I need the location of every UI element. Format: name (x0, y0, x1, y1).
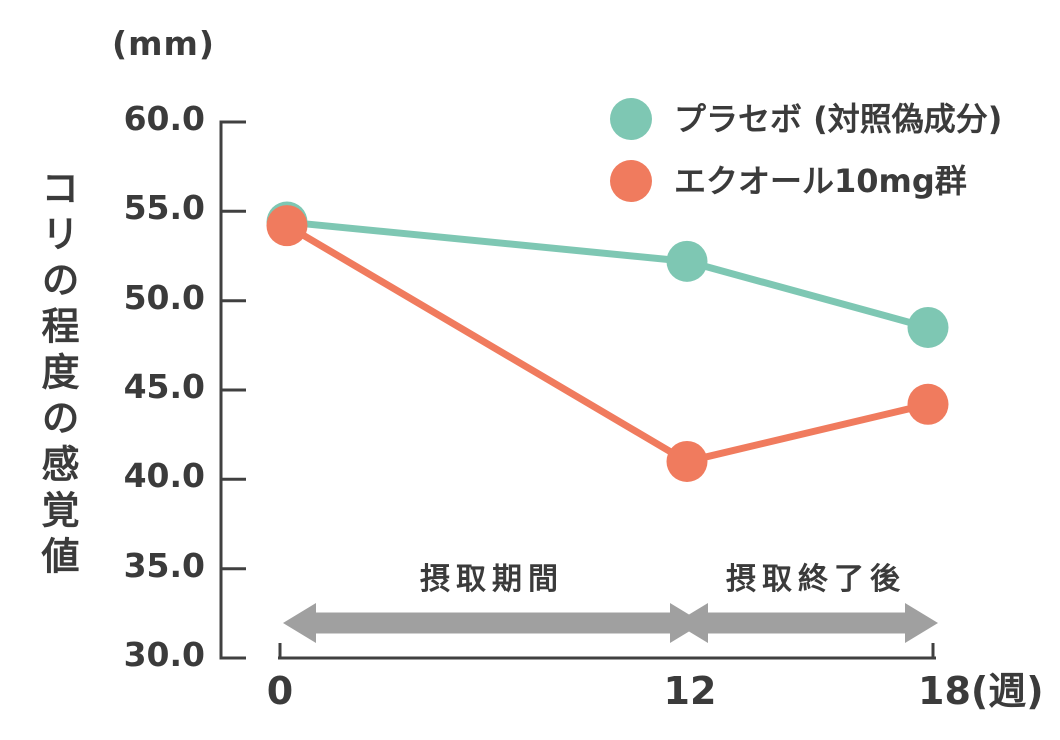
x-axis-ticks (278, 643, 935, 658)
y-tick-label-35: 35.0 (123, 546, 205, 585)
intake-period-label: 摂取期間 (420, 562, 564, 597)
after-intake-label: 摂取終了後 (726, 562, 906, 597)
legend-swatch-placebo (610, 98, 652, 140)
legend-swatch-equol (610, 160, 652, 202)
series-line-1 (285, 222, 929, 466)
y-tick-label-45: 45.0 (123, 367, 205, 406)
x-tick-label-0: 0 (266, 669, 294, 713)
x-tick-label-12: 12 (663, 669, 717, 713)
y-tick-label-50: 50.0 (123, 278, 205, 317)
y-tick-label-60: 60.0 (123, 99, 205, 138)
legend-label-equol: エクオール10mg群 (674, 162, 967, 200)
legend-label-placebo: プラセボ (対照偽成分) (674, 100, 1003, 138)
series-layer (266, 201, 949, 482)
series-1-point-0 (266, 205, 308, 247)
series-0-point-1 (666, 240, 708, 282)
intake-period-arrow (283, 603, 703, 643)
x-tick-label-18: 18(週) (918, 669, 1044, 713)
y-axis-ticks (221, 120, 246, 660)
series-line-0 (286, 218, 929, 331)
y-tick-label-30: 30.0 (123, 635, 205, 674)
series-0-point-2 (907, 306, 949, 348)
after-intake-arrow (675, 603, 938, 643)
series-1-point-2 (907, 383, 949, 425)
y-tick-label-40: 40.0 (123, 456, 205, 495)
y-axis-title: コリの程度の感覚値 (35, 168, 79, 582)
y-axis-unit-label: (mm) (112, 24, 215, 63)
series-1-point-1 (666, 440, 708, 482)
y-tick-label-55: 55.0 (123, 188, 205, 227)
